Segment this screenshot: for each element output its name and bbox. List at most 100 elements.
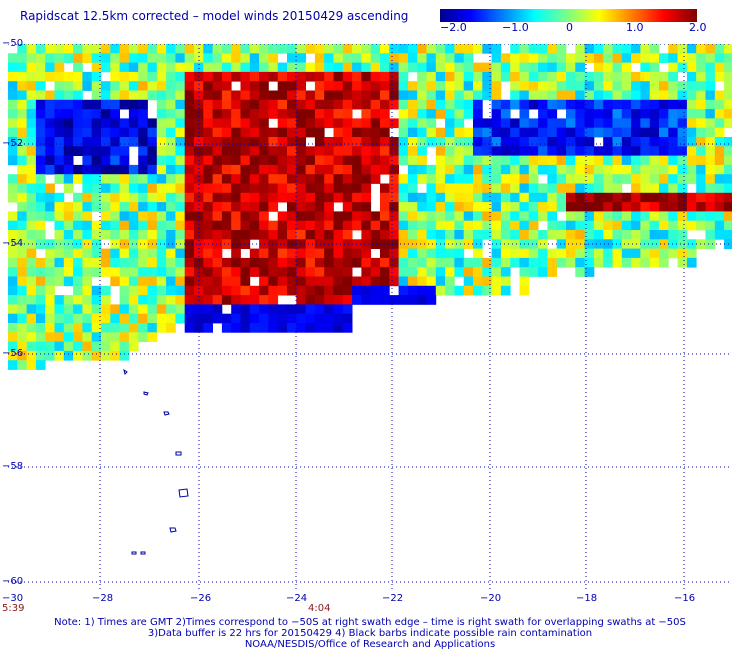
heatmap-cell	[296, 304, 306, 315]
heatmap-cell	[54, 174, 65, 184]
heatmap-cell	[705, 183, 716, 194]
heatmap-cell	[612, 164, 623, 175]
heatmap-cell	[268, 267, 279, 277]
heatmap-cell	[454, 53, 465, 63]
heatmap-cell	[435, 81, 446, 91]
heatmap-cell	[398, 230, 409, 240]
heatmap-cell	[35, 90, 46, 101]
heatmap-cell	[287, 81, 297, 91]
heatmap-cell	[119, 257, 130, 268]
heatmap-cell	[184, 44, 195, 54]
heatmap-cell	[668, 81, 678, 91]
heatmap-cell	[724, 118, 732, 129]
heatmap-cell	[259, 276, 269, 287]
heatmap-cell	[566, 257, 576, 268]
heatmap-cell	[91, 341, 102, 352]
heatmap-cell	[491, 81, 502, 91]
heatmap-cell	[231, 304, 241, 315]
heatmap-cell	[147, 90, 158, 101]
heatmap-cell	[686, 44, 697, 54]
heatmap-cell	[314, 257, 325, 268]
heatmap-cell	[566, 71, 576, 82]
heatmap-cell	[342, 211, 353, 222]
heatmap-cell	[138, 118, 148, 129]
heatmap-cell	[128, 81, 139, 91]
heatmap-cell	[147, 332, 158, 342]
heatmap-cell	[342, 155, 353, 166]
heatmap-cell	[640, 220, 651, 231]
heatmap-cell	[398, 146, 409, 156]
heatmap-cell	[296, 81, 306, 91]
heatmap-cell	[398, 295, 409, 305]
heatmap-cell	[35, 230, 46, 240]
heatmap-cell	[566, 248, 576, 259]
heatmap-cell	[333, 137, 344, 147]
heatmap-cell	[566, 53, 576, 63]
heatmap-cell	[324, 44, 334, 54]
heatmap-cell	[528, 183, 539, 194]
heatmap-cell	[705, 62, 716, 73]
heatmap-cell	[696, 81, 706, 91]
heatmap-cell	[463, 71, 474, 82]
heatmap-cell	[54, 146, 65, 156]
heatmap-cell	[128, 341, 139, 352]
heatmap-cell	[259, 146, 269, 156]
heatmap-cell	[389, 183, 399, 194]
heatmap-cell	[407, 90, 418, 101]
heatmap-cell	[352, 44, 362, 54]
heatmap-cell	[724, 164, 732, 175]
heatmap-cell	[528, 146, 539, 156]
heatmap-cell	[593, 220, 604, 231]
heatmap-cell	[8, 276, 18, 287]
heatmap-cell	[119, 90, 130, 101]
heatmap-cell	[463, 99, 474, 110]
heatmap-cell	[287, 313, 297, 324]
heatmap-cell	[45, 146, 55, 156]
heatmap-cell	[203, 285, 213, 296]
heatmap-cell	[231, 267, 241, 277]
heatmap-cell	[324, 248, 334, 259]
heatmap-cell	[184, 146, 195, 156]
heatmap-cell	[82, 295, 93, 305]
heatmap-cell	[621, 220, 632, 231]
heatmap-cell	[361, 118, 372, 129]
heatmap-cell	[128, 304, 139, 315]
heatmap-cell	[277, 248, 288, 259]
heatmap-cell	[482, 62, 492, 73]
heatmap-cell	[110, 304, 120, 315]
heatmap-cell	[528, 192, 539, 203]
heatmap-cell	[26, 350, 37, 361]
heatmap-cell	[612, 127, 623, 138]
heatmap-cell	[491, 62, 502, 73]
heatmap-cell	[203, 71, 213, 82]
heatmap-cell	[426, 220, 437, 231]
heatmap-cell	[370, 211, 381, 222]
heatmap-cell	[138, 313, 148, 324]
heatmap-cell	[389, 248, 399, 259]
heatmap-cell	[342, 267, 353, 277]
heatmap-cell	[54, 239, 65, 249]
heatmap-cell	[380, 44, 390, 54]
heatmap-cell	[101, 44, 111, 54]
heatmap-cell	[231, 164, 241, 175]
heatmap-cell	[54, 332, 65, 342]
heatmap-cell	[463, 109, 474, 119]
heatmap-cell	[314, 155, 325, 166]
heatmap-cell	[333, 211, 344, 222]
heatmap-cell	[166, 44, 176, 54]
heatmap-cell	[686, 155, 697, 166]
heatmap-cell	[221, 146, 232, 156]
heatmap-cell	[54, 44, 65, 54]
heatmap-cell	[128, 295, 139, 305]
heatmap-cell	[463, 285, 474, 296]
heatmap-cell	[26, 285, 37, 296]
heatmap-cell	[724, 230, 732, 240]
heatmap-cell	[203, 109, 213, 119]
heatmap-cell	[26, 276, 37, 287]
heatmap-cell	[101, 267, 111, 277]
heatmap-cell	[705, 239, 716, 249]
heatmap-cell	[463, 90, 474, 101]
heatmap-cell	[147, 304, 158, 315]
heatmap-cell	[166, 183, 176, 194]
heatmap-cell	[156, 295, 167, 305]
